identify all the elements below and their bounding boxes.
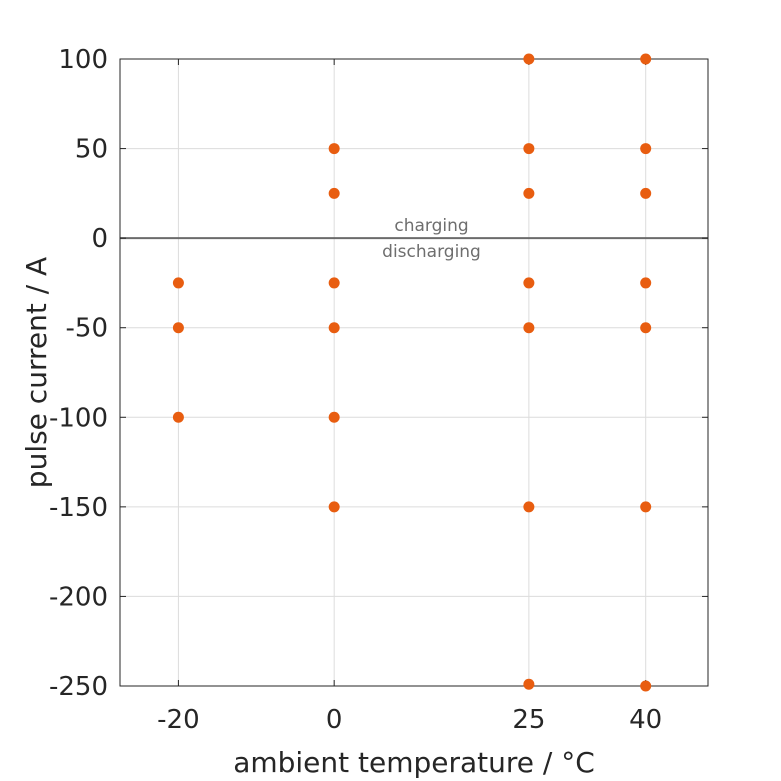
data-point xyxy=(523,322,535,334)
data-point xyxy=(172,277,184,289)
y-tick-label: -100 xyxy=(49,403,108,433)
plot-frame xyxy=(119,58,709,687)
data-point xyxy=(523,187,535,199)
data-point xyxy=(328,411,340,423)
data-points xyxy=(172,53,652,692)
y-tick-label: 0 xyxy=(91,224,108,254)
y-tick-label: -150 xyxy=(49,493,108,523)
x-tick-label: -20 xyxy=(157,705,199,735)
data-point xyxy=(640,143,652,155)
x-tick-label: 0 xyxy=(326,705,343,735)
data-point xyxy=(640,53,652,65)
data-point xyxy=(640,187,652,199)
data-point xyxy=(523,53,535,65)
x-axis-title: ambient temperature / °C xyxy=(233,746,595,779)
x-tick-label: 40 xyxy=(629,705,662,735)
y-tick-label: -250 xyxy=(49,672,108,702)
data-point xyxy=(328,322,340,334)
data-point xyxy=(328,501,340,513)
annotation-charging: charging xyxy=(394,216,468,236)
annotations: charging discharging xyxy=(382,216,481,262)
data-point xyxy=(523,678,535,690)
plot-frame-rect xyxy=(119,58,709,687)
y-tick-label: 50 xyxy=(75,135,108,165)
data-point xyxy=(640,680,652,692)
y-tick-label: -200 xyxy=(49,582,108,612)
data-point xyxy=(328,143,340,155)
y-tick-label: 100 xyxy=(58,45,108,75)
data-point xyxy=(328,187,340,199)
data-point xyxy=(523,143,535,155)
data-point xyxy=(523,277,535,289)
data-point xyxy=(640,277,652,289)
data-point xyxy=(640,322,652,334)
data-point xyxy=(523,501,535,513)
data-point xyxy=(172,322,184,334)
y-axis-title: pulse current / A xyxy=(20,257,53,488)
x-tick-label: 25 xyxy=(512,705,545,735)
annotation-discharging: discharging xyxy=(382,242,481,262)
data-point xyxy=(640,501,652,513)
data-point xyxy=(328,277,340,289)
y-tick-label: -50 xyxy=(66,314,108,344)
data-point xyxy=(172,411,184,423)
